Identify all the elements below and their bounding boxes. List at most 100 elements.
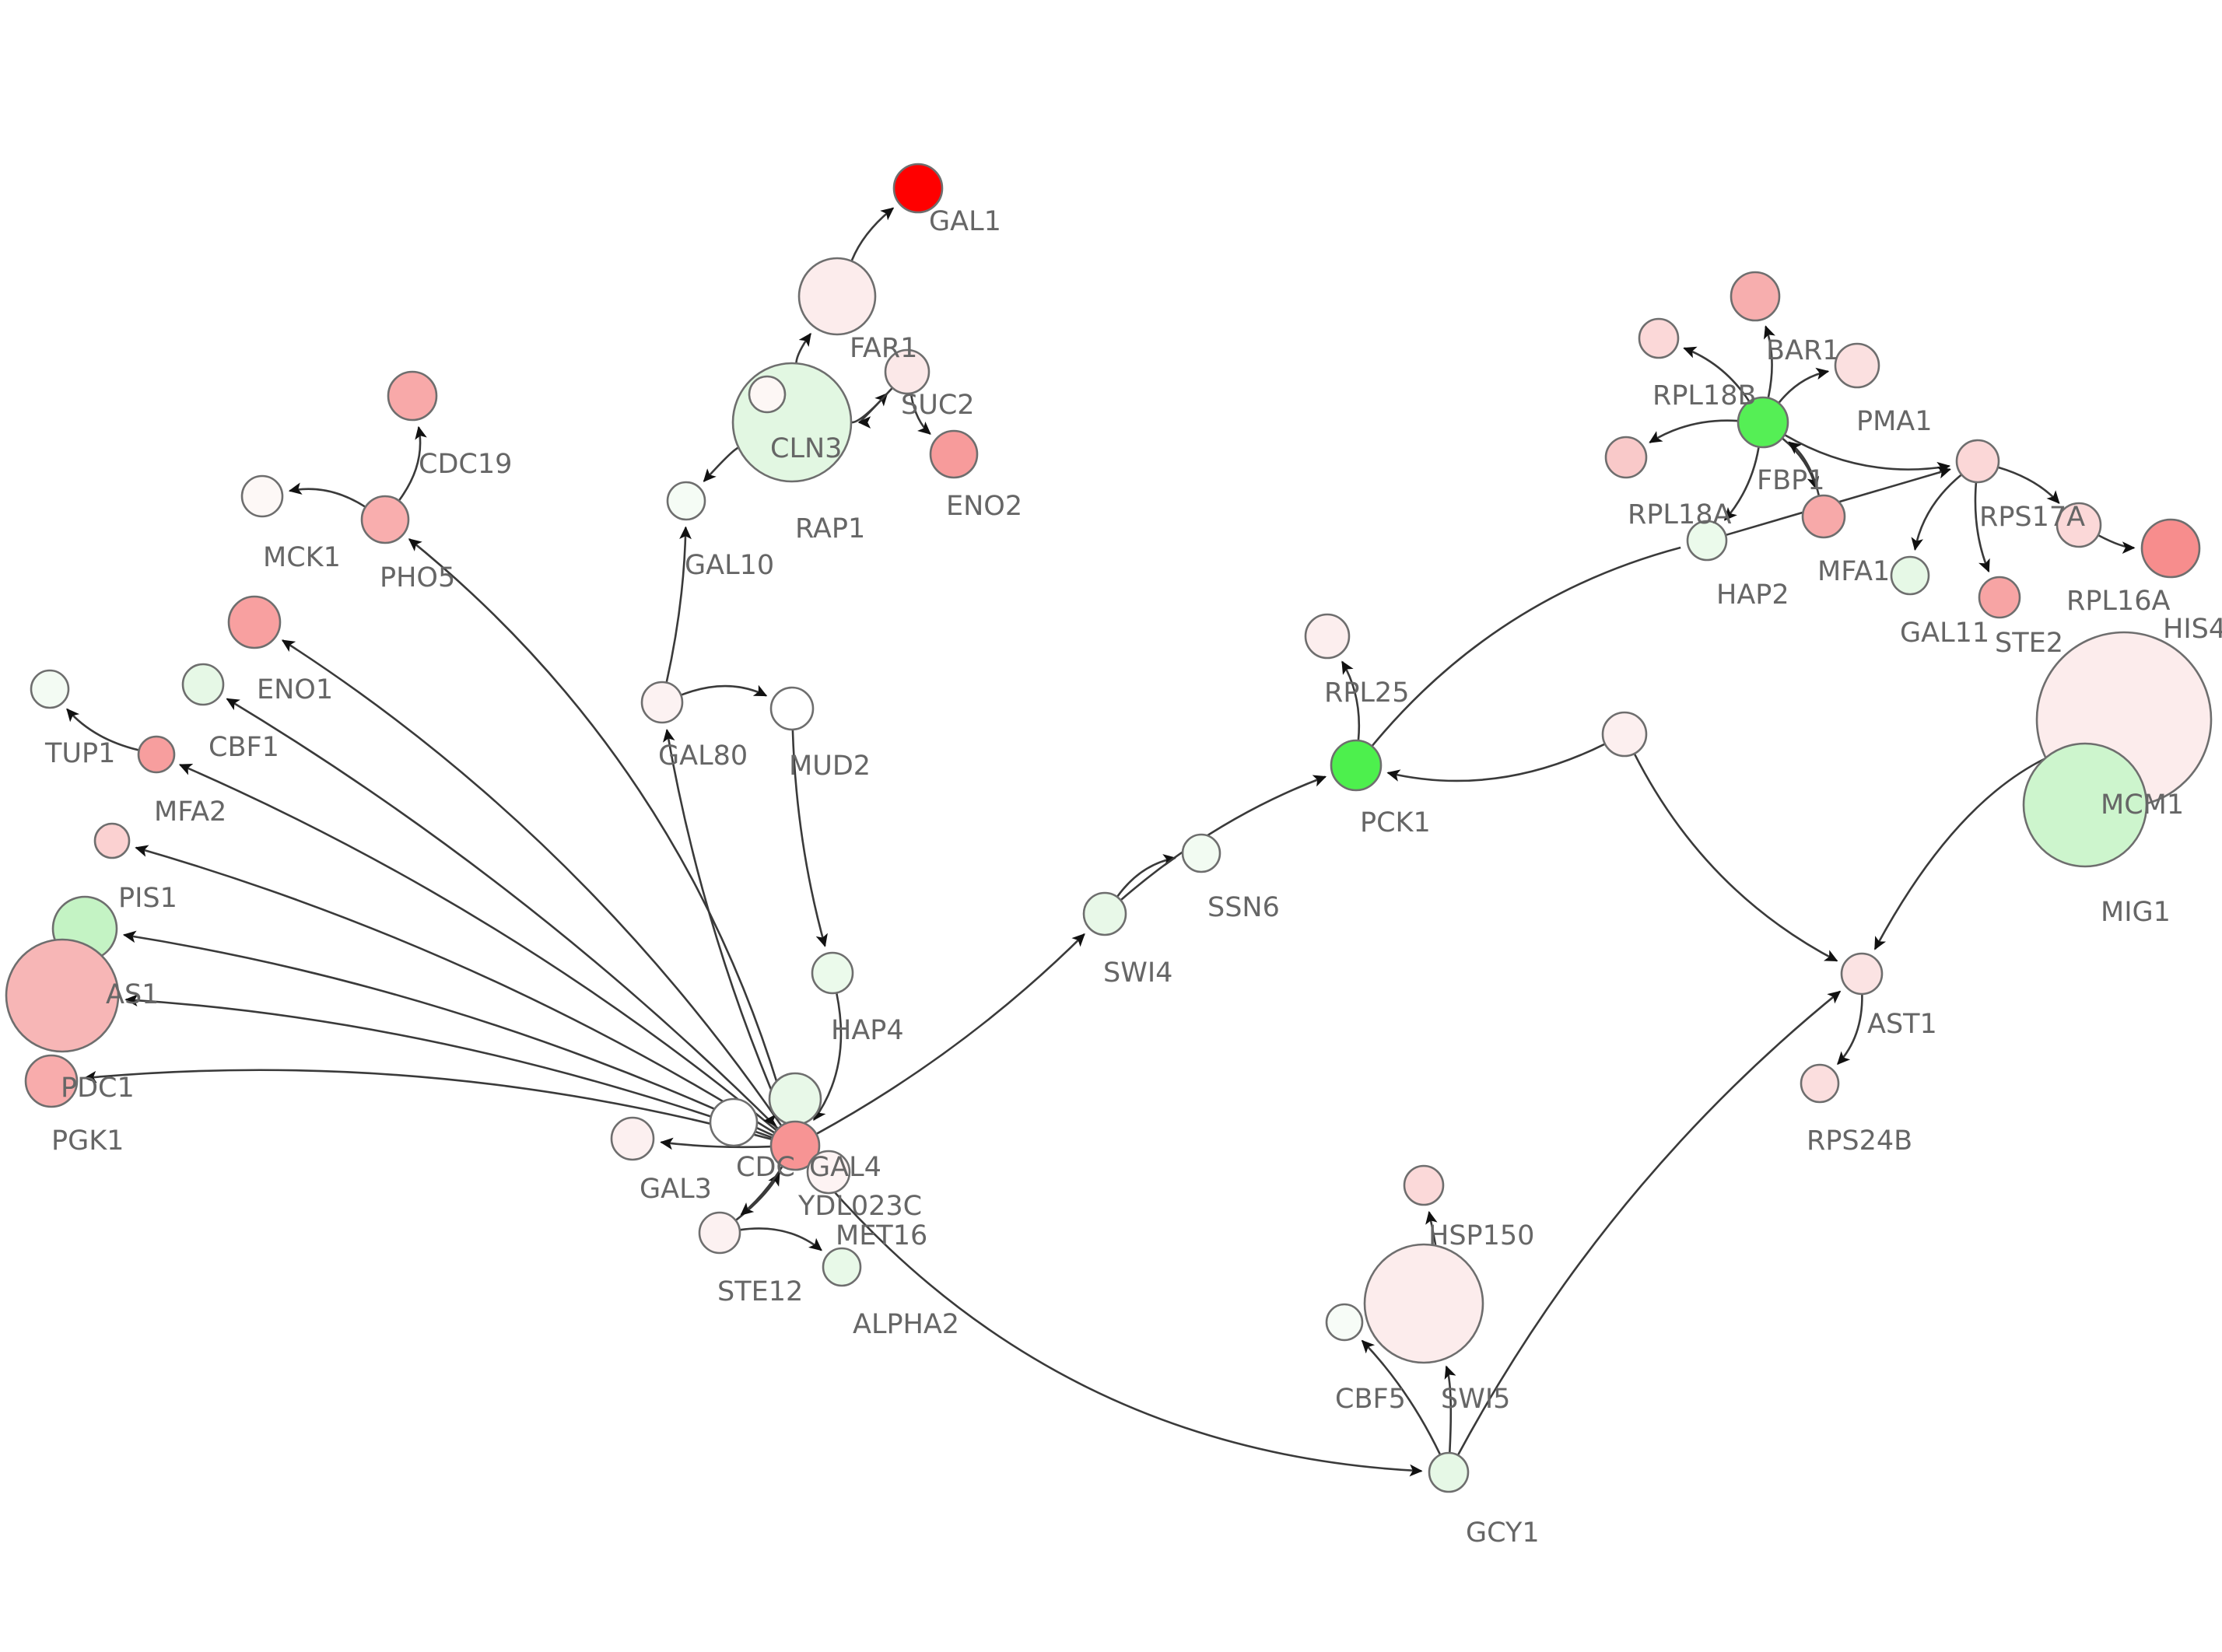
edge-HAP2-to-RPS17A xyxy=(1726,467,1951,536)
edge-MUD2-to-HAP4 xyxy=(791,730,828,947)
edge-HAP4-to-GAL4 xyxy=(813,993,843,1122)
node-ydl023c[interactable] xyxy=(806,1150,851,1195)
node-fbp1[interactable] xyxy=(1737,396,1789,449)
edge-PCK1-to-RPL25 xyxy=(1341,660,1361,740)
edge-HAP4B-to-AST1 xyxy=(1633,754,1838,962)
node-mig1[interactable] xyxy=(2022,742,2148,868)
node-layer[interactable] xyxy=(5,163,2213,1493)
edge-RPS17A-to-RPL16A xyxy=(1998,466,2060,504)
node-mfa1[interactable] xyxy=(1801,494,1846,539)
node-cdc39[interactable] xyxy=(709,1097,759,1147)
node-rpl25[interactable] xyxy=(1304,613,1351,660)
node-hap2[interactable] xyxy=(1686,520,1728,562)
edge-GCY1-to-SWI5 xyxy=(1444,1365,1456,1453)
node-alpha2[interactable] xyxy=(822,1247,862,1287)
node-bar1[interactable] xyxy=(1730,271,1781,322)
node-rpl16a[interactable] xyxy=(2056,502,2102,548)
edge-RPL16A-to-HIS4 xyxy=(2098,534,2136,555)
edge-GAL4-to-PDC1 xyxy=(124,994,773,1139)
edge-SWI5-to-HSP150 xyxy=(1425,1210,1438,1245)
node-swi4[interactable] xyxy=(1082,891,1127,936)
node-tup1[interactable] xyxy=(30,669,70,709)
edge-MCM1-to-AST1 xyxy=(1873,758,2046,950)
node-gal10[interactable] xyxy=(666,481,706,521)
edge-GAL4-to-PGK1 xyxy=(83,1069,772,1140)
node-gcy1[interactable] xyxy=(1428,1451,1470,1493)
node-ast1[interactable] xyxy=(1840,952,1884,996)
node-pck1[interactable] xyxy=(1330,739,1383,792)
edge-FBP1-to-RPS17A xyxy=(1784,434,1951,474)
node-gal80[interactable] xyxy=(640,681,684,724)
edge-FBP1-to-HAP2 xyxy=(1723,447,1760,521)
node-gal4[interactable] xyxy=(769,1120,821,1171)
node-his4[interactable] xyxy=(2140,518,2201,579)
edge-GAL4-to-PHO5 xyxy=(408,538,790,1122)
edge-GCY1-to-AST1 xyxy=(1457,990,1842,1455)
node-mck1[interactable] xyxy=(240,474,284,518)
edge-GAL4-to-GCY1 xyxy=(810,1164,1423,1477)
node-pis1[interactable] xyxy=(93,822,131,859)
edge-SWI4-to-PCK1 xyxy=(1120,775,1327,901)
edge-CLN3-to-GAL10 xyxy=(703,446,739,482)
node-gal11b[interactable] xyxy=(768,1072,822,1126)
node-hap4b[interactable] xyxy=(1601,711,1648,758)
edge-STE12-to-ALPHA2 xyxy=(740,1227,822,1251)
node-cbf1[interactable] xyxy=(181,663,225,706)
edge-GAL4-to-MFA2 xyxy=(178,763,777,1131)
edge-GAL4-to-PIS1 xyxy=(135,845,775,1134)
node-rps17a[interactable] xyxy=(1955,439,2000,484)
node-cln3[interactable] xyxy=(731,362,853,483)
node-hsp150[interactable] xyxy=(1403,1164,1445,1206)
node-cbf5[interactable] xyxy=(1325,1303,1364,1342)
edge-FBP1-to-RPL18B xyxy=(1683,346,1750,402)
edge-GAL4-to-SWI4 xyxy=(816,933,1085,1135)
node-pho5[interactable] xyxy=(360,495,410,544)
node-far1[interactable] xyxy=(797,257,877,336)
edge-FBP1-to-RPL18A xyxy=(1649,419,1738,443)
edge-GAL4-to-GAL3 xyxy=(660,1137,771,1150)
edge-SWI4-to-SSN6 xyxy=(1116,854,1177,898)
node-mud2[interactable] xyxy=(769,686,815,731)
edge-layer xyxy=(66,207,2136,1477)
node-gal1[interactable] xyxy=(892,163,944,214)
node-swi5[interactable] xyxy=(1363,1243,1484,1364)
node-rap1[interactable] xyxy=(748,375,787,414)
node-ste2[interactable] xyxy=(1978,576,2021,619)
node-ste12[interactable] xyxy=(698,1211,741,1255)
edge-GAL4-to-ENO1 xyxy=(281,639,782,1126)
edge-GAL4-to-CDC39 xyxy=(763,1114,779,1129)
edge-HAP4B-to-PCK1 xyxy=(1386,743,1605,782)
edge-FBP1-to-BAR1 xyxy=(1763,325,1775,398)
edge-GAL4-to-CBF1 xyxy=(226,698,779,1129)
edge-RPS17A-to-GAL11 xyxy=(1911,474,1962,551)
node-gal3[interactable] xyxy=(610,1116,655,1161)
node-suc2[interactable] xyxy=(884,348,931,395)
edge-FBP1-to-PMA1 xyxy=(1778,367,1830,404)
edge-PHO5-to-MCK1 xyxy=(288,482,366,508)
edge-GCY1-to-CBF5 xyxy=(1361,1339,1441,1455)
node-rpl18a[interactable] xyxy=(1604,436,1648,479)
node-cdc19[interactable] xyxy=(387,370,438,422)
node-rpl18b[interactable] xyxy=(1638,317,1680,359)
node-hap4[interactable] xyxy=(811,951,854,995)
node-mfa2[interactable] xyxy=(137,735,176,774)
node-gal11[interactable] xyxy=(1890,555,1930,596)
edge-AST1-to-RPS24B xyxy=(1837,994,1863,1066)
edge-FBP1-to-MFA1 xyxy=(1782,437,1820,490)
edge-PHO5-to-CDC19 xyxy=(398,425,427,501)
node-pgk1[interactable] xyxy=(24,1054,79,1108)
node-pdc1[interactable] xyxy=(5,938,120,1053)
edge-GAL4-to-GAL80 xyxy=(662,728,787,1124)
edge-PCK1-to-HAP2 xyxy=(1372,546,1681,747)
node-eno2[interactable] xyxy=(929,429,979,479)
node-eno1[interactable] xyxy=(227,595,282,649)
node-ssn6[interactable] xyxy=(1181,833,1221,873)
edge-CLN3-to-FAR1 xyxy=(795,332,811,363)
node-pma1[interactable] xyxy=(1834,342,1880,389)
node-rps24b[interactable] xyxy=(1800,1063,1840,1104)
edge-MFA1-to-FBP1 xyxy=(1788,441,1820,496)
edge-GAL4-to-AS1 xyxy=(122,930,773,1136)
edge-GAL80-to-MUD2 xyxy=(681,684,768,697)
edge-MFA2-to-TUP1 xyxy=(66,708,138,751)
